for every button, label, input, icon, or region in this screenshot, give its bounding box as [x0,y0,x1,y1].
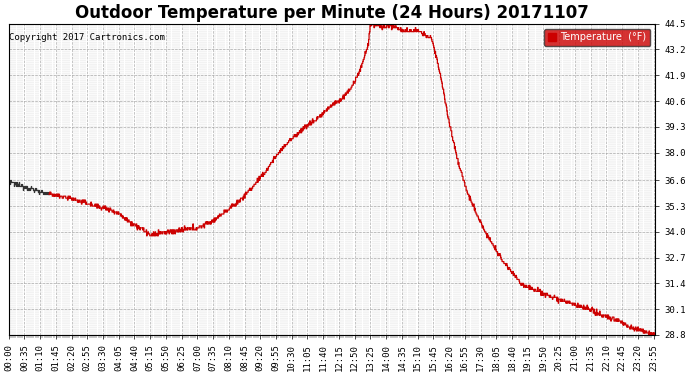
Text: Copyright 2017 Cartronics.com: Copyright 2017 Cartronics.com [9,33,165,42]
Legend: Temperature  (°F): Temperature (°F) [544,28,651,46]
Title: Outdoor Temperature per Minute (24 Hours) 20171107: Outdoor Temperature per Minute (24 Hours… [75,4,589,22]
